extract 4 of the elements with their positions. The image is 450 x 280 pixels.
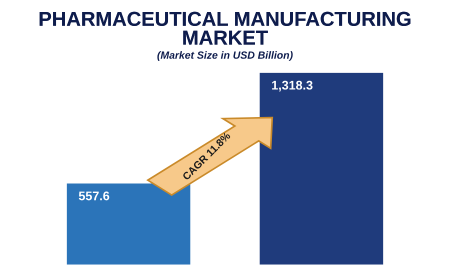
data-label: 1,318.3 xyxy=(272,80,313,92)
data-label: 557.6 xyxy=(78,191,110,200)
chart-subtitle: (Market Size in USD Billion) xyxy=(157,51,293,61)
chart-title: PHARMACEUTICAL MANUFACTURING MARKET xyxy=(40,12,410,45)
